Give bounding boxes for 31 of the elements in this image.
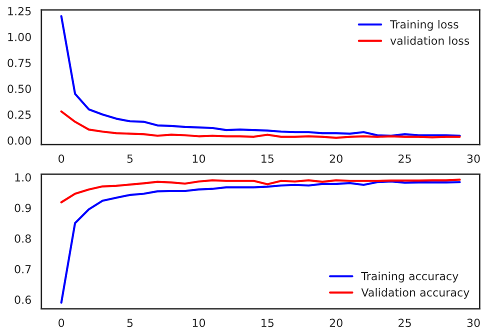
y-tick-label: 0.00 bbox=[8, 136, 31, 145]
y-tick-label: 0.50 bbox=[8, 84, 31, 94]
y-tick-label: 0.75 bbox=[8, 58, 31, 68]
y-tick-label: 0.6 bbox=[14, 296, 31, 304]
x-tick-label: 5 bbox=[127, 318, 133, 328]
y-tick-label: 0.8 bbox=[14, 234, 31, 243]
y-tick-label: 0.7 bbox=[14, 264, 31, 274]
x-tick-label: 15 bbox=[262, 154, 274, 163]
x-tick-label: 10 bbox=[192, 154, 206, 163]
legend-label: Training loss bbox=[390, 20, 458, 31]
x-tick-label: 30 bbox=[467, 318, 480, 328]
y-tick-label: 1.0 bbox=[15, 173, 31, 182]
y-tick-label: 1.25 bbox=[8, 6, 31, 16]
x-tick-label: 25 bbox=[398, 154, 411, 163]
y-tick-label: 1.00 bbox=[8, 32, 31, 42]
x-tick-label: 30 bbox=[467, 154, 480, 163]
legend-label: validation loss bbox=[390, 36, 470, 45]
x-tick-label: 0 bbox=[58, 154, 64, 163]
line-series bbox=[60, 178, 461, 204]
legend-label: Validation accuracy bbox=[361, 288, 470, 299]
x-tick-label: 10 bbox=[192, 318, 206, 328]
y-tick-label: 0.25 bbox=[8, 110, 31, 119]
x-tick-label: 15 bbox=[262, 318, 274, 328]
x-tick-label: 20 bbox=[330, 154, 342, 163]
line-series bbox=[60, 110, 461, 139]
legend-label: Training accuracy bbox=[361, 272, 458, 282]
x-tick-label: 5 bbox=[127, 154, 133, 163]
x-tick-label: 20 bbox=[330, 318, 342, 328]
y-tick-label: 0.9 bbox=[14, 204, 31, 212]
x-tick-label: 0 bbox=[58, 318, 64, 328]
x-tick-label: 25 bbox=[398, 318, 411, 328]
